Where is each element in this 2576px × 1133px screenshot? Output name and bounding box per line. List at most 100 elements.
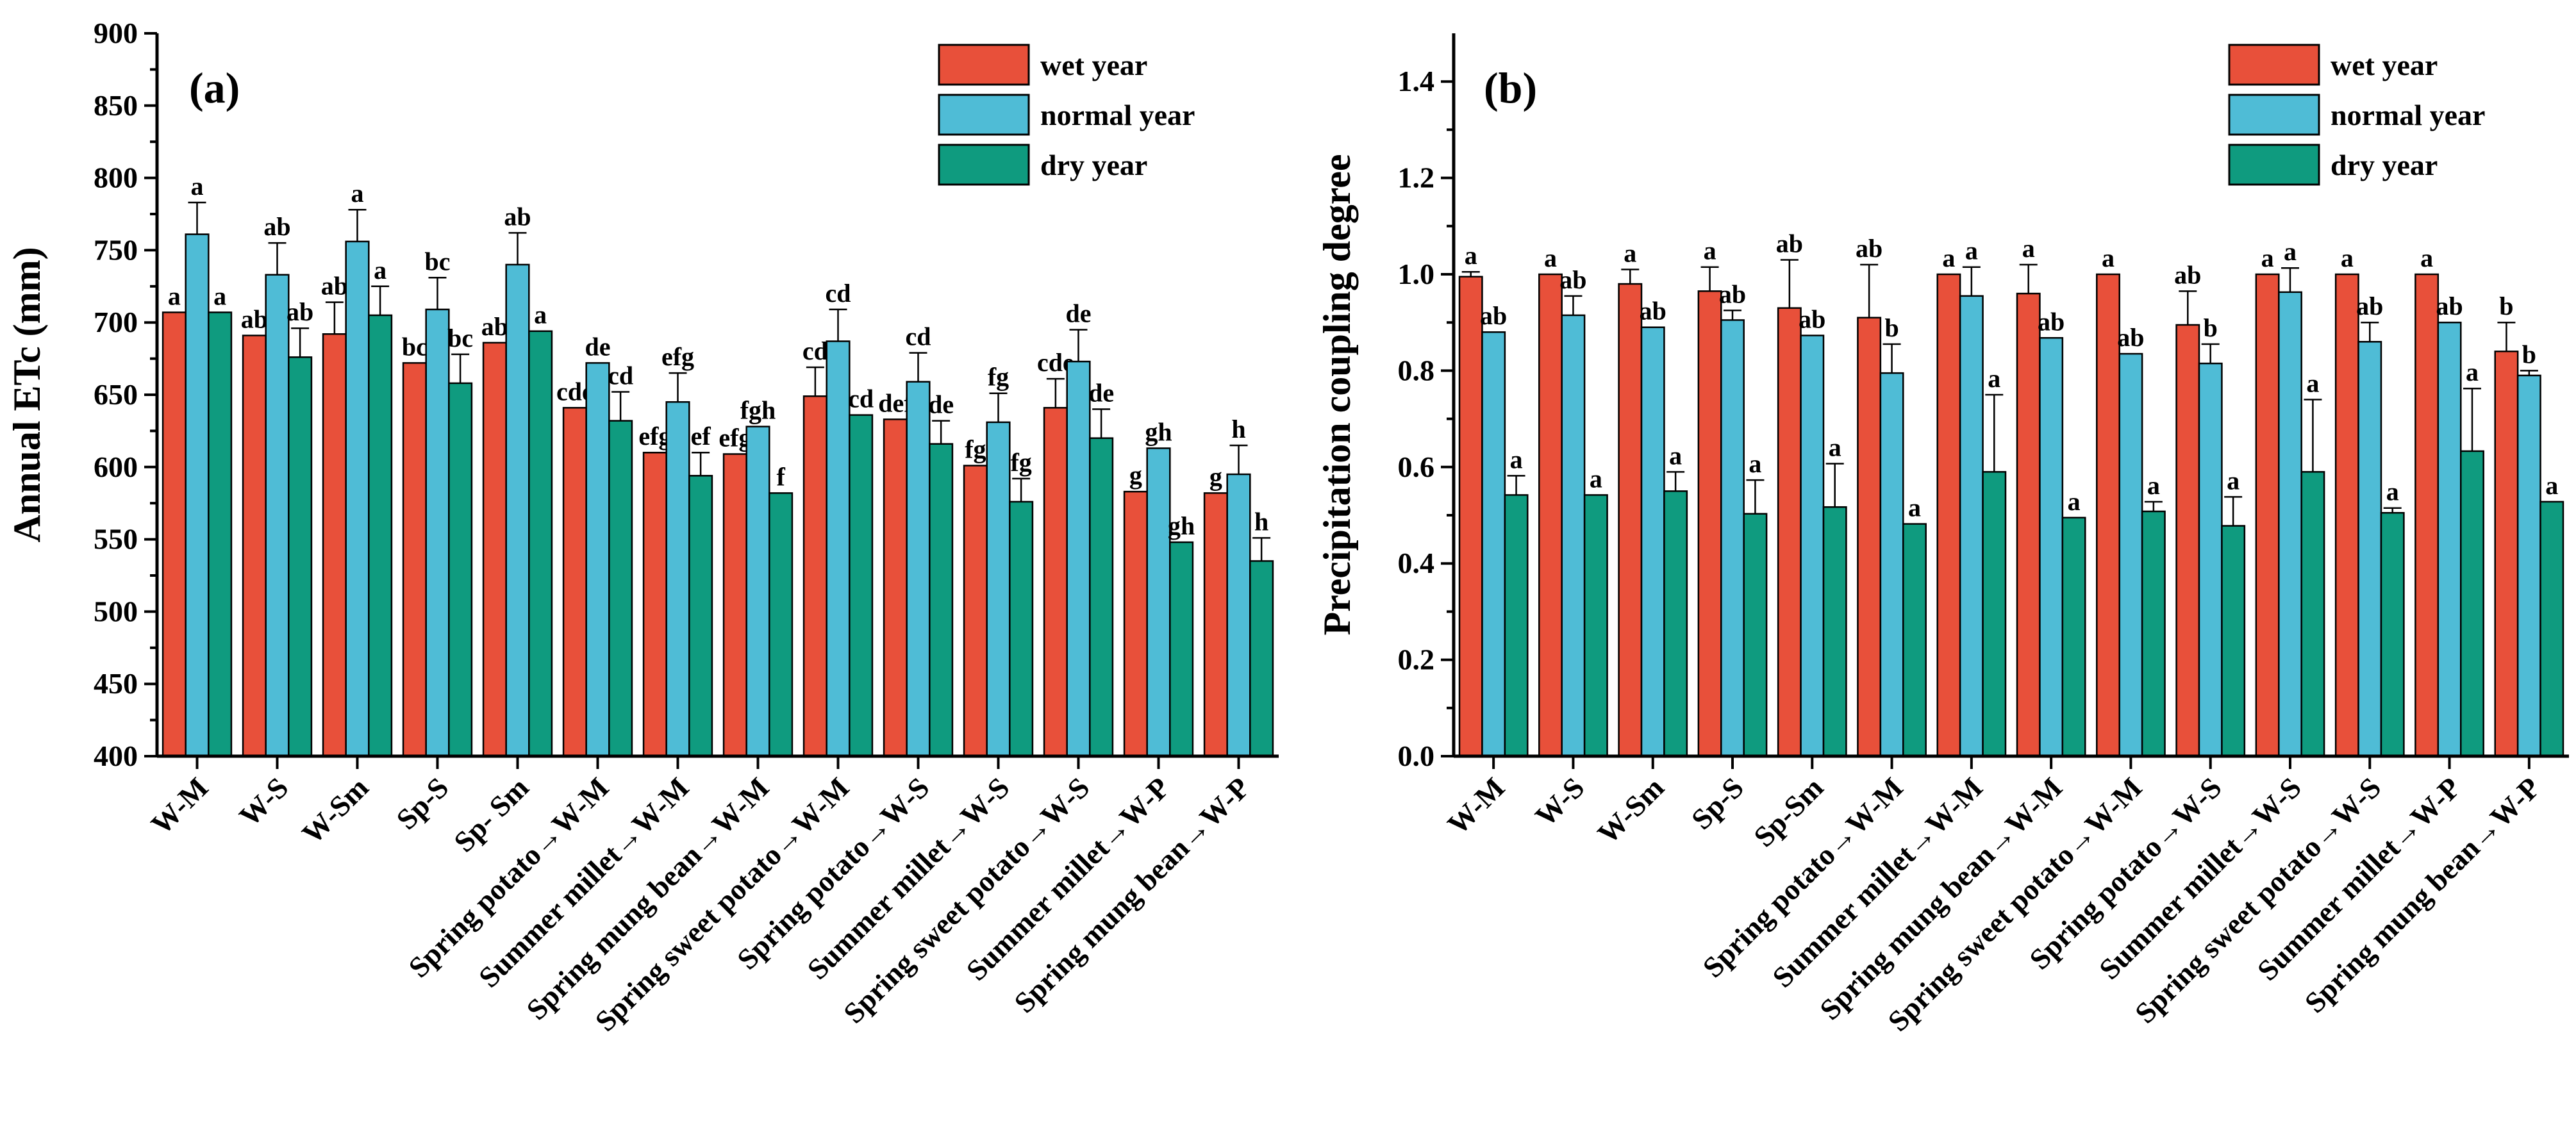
significance-label: bc: [447, 324, 473, 352]
significance-label: bc: [402, 332, 428, 361]
bar-normal-year: [986, 421, 1011, 757]
significance-label: a: [213, 281, 226, 310]
significance-label: ab: [263, 212, 290, 241]
significance-label: a: [2068, 487, 2081, 516]
bar-wet-year: [322, 333, 347, 757]
significance-label: ab: [1856, 234, 1882, 263]
significance-label: de: [585, 332, 611, 361]
x-tick-label: W-S: [233, 771, 294, 832]
significance-label: a: [1988, 364, 2000, 393]
significance-label: ab: [1559, 265, 1586, 294]
x-tick-label: Sp-S: [1685, 771, 1750, 836]
significance-label: a: [2545, 471, 2558, 500]
y-tick-label: 600: [94, 451, 138, 483]
significance-label: ab: [2356, 292, 2383, 320]
significance-label: cd: [826, 279, 851, 308]
significance-label: a: [1942, 244, 1955, 272]
x-tick-label: W-Sm: [295, 771, 374, 850]
bar-normal-year: [1481, 331, 1506, 757]
bar-dry-year: [368, 314, 393, 757]
bar-dry-year: [688, 475, 713, 757]
bar-wet-year: [2334, 273, 2359, 757]
bar-normal-year: [1879, 372, 1904, 757]
bar-normal-year: [2278, 291, 2302, 757]
legend-swatch-dry-year: [2228, 144, 2320, 186]
significance-label: a: [374, 256, 386, 285]
bar-dry-year: [2221, 525, 2246, 757]
bar-wet-year: [2494, 351, 2519, 757]
bar-normal-year: [1800, 335, 1825, 757]
y-tick-label: 900: [94, 17, 138, 49]
bar-wet-year: [1203, 492, 1228, 757]
chart-panel-a: 400450500550600650700750800850900aaaabab…: [6, 17, 1279, 1038]
y-tick-label: 700: [94, 306, 138, 338]
chart-panel-b: 0.00.20.40.60.81.01.21.4aabaaabaaabaaaba…: [1316, 33, 2569, 1038]
significance-label: fgh: [740, 396, 776, 425]
significance-label: ab: [2174, 260, 2201, 289]
bar-normal-year: [425, 308, 450, 757]
significance-label: ab: [1719, 279, 1746, 308]
significance-label: h: [1231, 415, 1245, 443]
bar-dry-year: [2380, 511, 2405, 757]
bar-dry-year: [2460, 450, 2484, 757]
bar-wet-year: [722, 453, 747, 757]
significance-label: a: [2466, 358, 2479, 386]
legend-swatch-dry-year: [938, 144, 1030, 186]
bar-dry-year: [1089, 437, 1114, 757]
bar-dry-year: [1982, 471, 2007, 757]
significance-label: a: [1510, 445, 1523, 474]
legend-label-dry-year: dry year: [2331, 149, 2438, 181]
legend-label-dry-year: dry year: [1040, 149, 1147, 181]
significance-label: cd: [608, 361, 633, 390]
significance-label: a: [1544, 244, 1557, 272]
significance-label: ab: [481, 312, 508, 341]
y-tick-label: 650: [94, 378, 138, 411]
y-axis-title: Annual ETc (mm): [6, 247, 48, 542]
bar-normal-year: [2516, 374, 2541, 757]
bar-dry-year: [1249, 560, 1274, 757]
significance-label: a: [1465, 241, 1477, 270]
significance-label: fg: [988, 363, 1009, 392]
bar-wet-year: [1043, 407, 1068, 757]
significance-label: g: [1129, 461, 1142, 490]
significance-label: a: [2261, 244, 2274, 272]
significance-label: fg: [965, 435, 986, 464]
significance-label: bc: [425, 247, 451, 276]
y-tick-label: 0.6: [1398, 451, 1435, 483]
significance-label: gh: [1145, 417, 1172, 446]
bar-dry-year: [2141, 510, 2166, 757]
bar-wet-year: [1857, 317, 1882, 757]
significance-label: ef: [691, 422, 711, 451]
significance-label: a: [1624, 238, 1636, 267]
panel-label: (a): [189, 63, 240, 112]
x-tick-label: W-Sm: [1591, 771, 1670, 850]
legend-label-normal-year: normal year: [2331, 99, 2485, 131]
bar-wet-year: [883, 418, 908, 757]
bar-wet-year: [1618, 283, 1643, 757]
significance-label: b: [2522, 340, 2536, 368]
bar-wet-year: [2175, 324, 2200, 757]
significance-label: a: [1829, 433, 1841, 462]
bar-wet-year: [1936, 273, 1961, 757]
y-tick-label: 1.4: [1398, 65, 1435, 97]
bar-dry-year: [1822, 506, 1847, 757]
bar-normal-year: [505, 263, 530, 757]
bar-normal-year: [185, 233, 210, 757]
y-tick-label: 750: [94, 233, 138, 266]
significance-label: ab: [2038, 307, 2065, 336]
bar-normal-year: [2357, 341, 2382, 757]
significance-label: ab: [321, 272, 348, 301]
bar-dry-year: [608, 420, 633, 757]
legend-swatch-wet-year: [2228, 44, 2320, 86]
significance-label: de: [928, 390, 954, 419]
bar-dry-year: [1663, 490, 1688, 757]
significance-label: f: [776, 462, 785, 491]
significance-label: ab: [2117, 323, 2144, 352]
bar-wet-year: [1538, 273, 1563, 757]
bar-normal-year: [1066, 360, 1091, 757]
bar-wet-year: [562, 407, 587, 757]
bar-dry-year: [849, 414, 874, 757]
significance-label: de: [1066, 299, 1092, 327]
significance-label: ab: [1799, 305, 1825, 334]
y-tick-label: 0.4: [1398, 547, 1435, 579]
